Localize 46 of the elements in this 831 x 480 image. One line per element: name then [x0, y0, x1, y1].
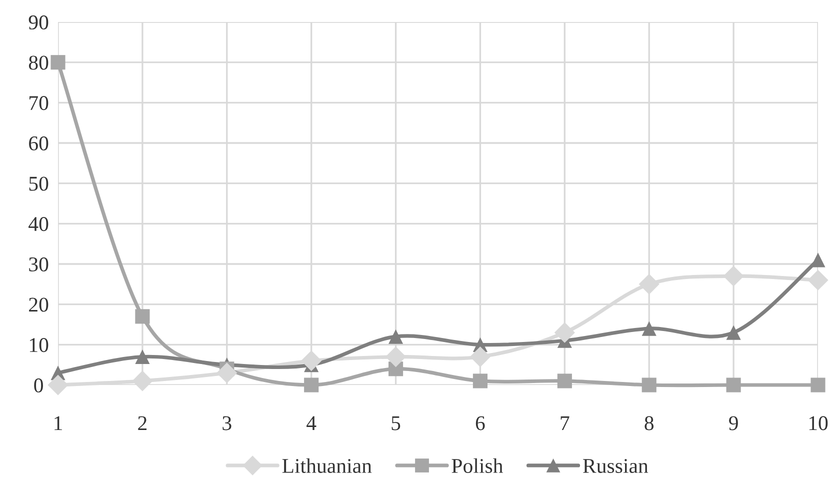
point — [723, 266, 744, 286]
point — [304, 378, 319, 392]
x-tick-label: 10 — [809, 416, 828, 430]
x-tick-label: 9 — [729, 416, 738, 430]
point — [48, 374, 68, 396]
y-tick-label: 20 — [29, 298, 48, 312]
point — [557, 374, 572, 388]
point — [808, 270, 828, 290]
point — [135, 309, 150, 324]
legend-label: Lithuanian — [282, 458, 372, 473]
x-tick-label: 8 — [644, 416, 654, 430]
point — [638, 274, 660, 294]
x-tick-label: 2 — [138, 416, 147, 430]
point — [554, 322, 575, 343]
point — [810, 252, 826, 268]
x-tick-label: 3 — [222, 416, 232, 430]
point — [216, 362, 238, 384]
y-tick-label: 80 — [28, 56, 48, 70]
y-tick-label: 10 — [30, 338, 48, 352]
y-tick-label: 90 — [28, 15, 48, 30]
x-tick-label: 1 — [54, 416, 62, 430]
point — [726, 378, 741, 392]
point — [388, 329, 404, 344]
x-tick-label: 5 — [392, 416, 400, 430]
x-tick-label: 7 — [560, 416, 570, 430]
y-tick-label: 0 — [34, 378, 43, 392]
point — [385, 346, 406, 368]
y-tick-label: 60 — [29, 136, 48, 150]
point — [135, 349, 150, 364]
point — [132, 370, 153, 392]
point — [726, 325, 741, 340]
point — [642, 321, 656, 336]
point — [642, 378, 656, 392]
legend-label: Russian — [583, 458, 648, 473]
x-tick-label: 6 — [476, 416, 485, 430]
point — [472, 374, 488, 388]
point — [810, 378, 826, 392]
point — [50, 55, 66, 70]
y-tick-label: 70 — [30, 96, 48, 110]
point — [301, 350, 322, 372]
x-tick-label: 4 — [306, 416, 316, 430]
y-tick-label: 50 — [29, 176, 48, 191]
legend-label: Polish — [452, 458, 503, 473]
point — [470, 346, 491, 368]
y-tick-label: 30 — [29, 257, 48, 272]
y-tick-label: 40 — [28, 217, 48, 232]
